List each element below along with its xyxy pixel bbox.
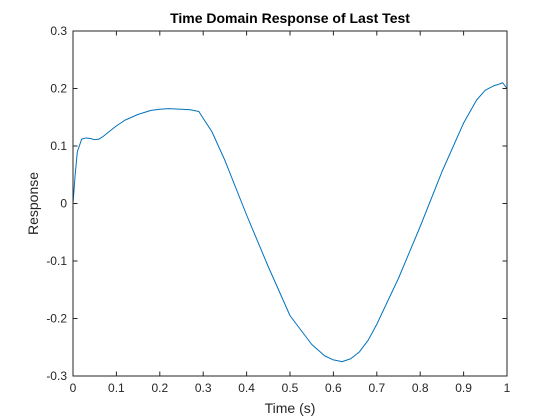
- ticks-layer: 0 0.1 0.2 0.3 0.4 0.5 0.6 0.7 0.8 0.9 1 -0.3 -0.2 -0.…: [46, 24, 510, 395]
- x-axis-label: Time (s): [265, 400, 316, 416]
- x-tick-label: 0.2: [151, 381, 168, 395]
- x-tick-label: 0: [70, 381, 77, 395]
- y-tick-label: -0.3: [46, 369, 67, 383]
- x-tick-label: 0.7: [368, 381, 385, 395]
- y-tick-label: 0.2: [50, 82, 67, 96]
- chart-title: Time Domain Response of Last Test: [170, 10, 410, 26]
- y-tick-label: -0.2: [46, 312, 67, 326]
- plot-area: [73, 31, 507, 376]
- x-tick-label: 0.1: [108, 381, 125, 395]
- x-tick-label: 0.9: [455, 381, 472, 395]
- y-tick-label: 0: [60, 197, 67, 211]
- axes-box: [72, 30, 508, 377]
- x-tick-label: 0.6: [325, 381, 342, 395]
- x-tick-label: 0.3: [195, 381, 212, 395]
- x-tick-label: 0.5: [282, 381, 299, 395]
- y-tick-label: 0.1: [50, 139, 67, 153]
- x-tick-label: 1: [504, 381, 511, 395]
- x-tick-label: 0.8: [412, 381, 429, 395]
- y-axis-label: Response: [25, 172, 41, 235]
- y-tick-label: 0.3: [50, 24, 67, 38]
- x-tick-label: 0.4: [238, 381, 255, 395]
- y-tick-label: -0.1: [46, 254, 67, 268]
- series-line: [72, 82, 508, 363]
- series-layer: [72, 82, 508, 363]
